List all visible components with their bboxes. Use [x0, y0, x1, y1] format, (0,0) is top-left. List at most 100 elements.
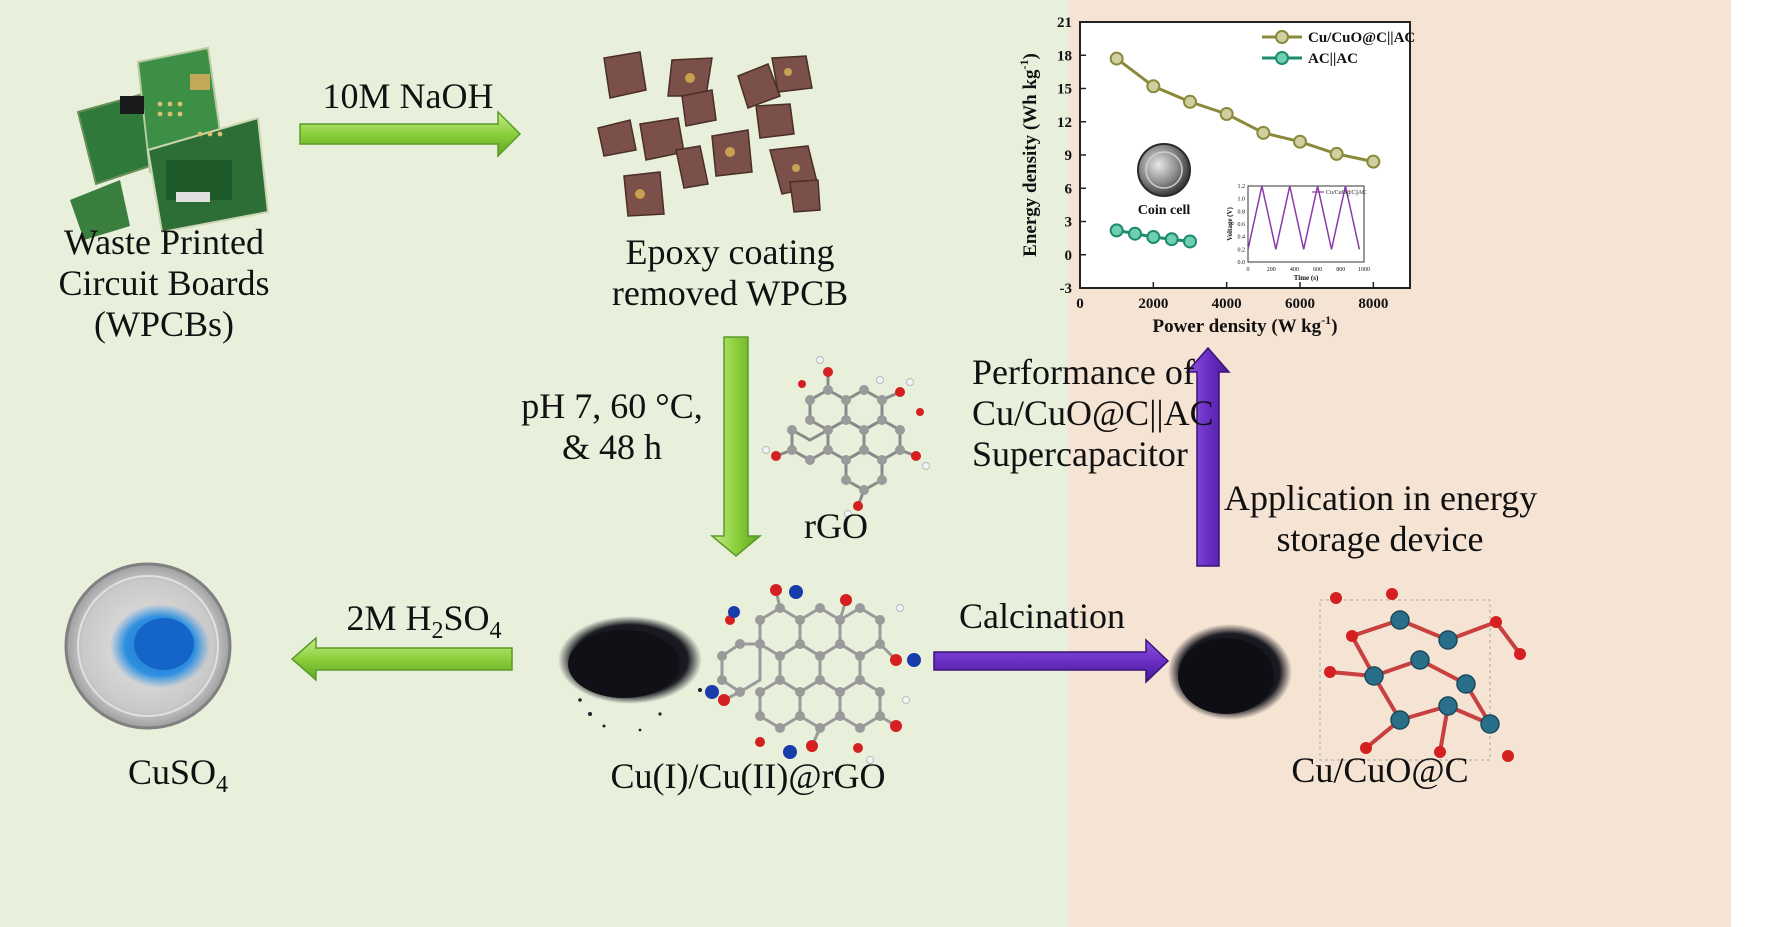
cucuo-powder-image	[1168, 624, 1292, 720]
arrow-calcination	[933, 638, 1170, 684]
legend-marker-1	[1275, 30, 1289, 44]
y-tick-label: -3	[1060, 281, 1073, 297]
series-1-point	[1219, 106, 1234, 121]
series-2-point	[1128, 226, 1142, 241]
inset-x-tick-label: 800	[1336, 267, 1345, 273]
inset-x-label: Time (s)	[1294, 274, 1319, 282]
series-2-point	[1164, 232, 1179, 247]
h2so4-sub2: 4	[489, 618, 502, 645]
inset-y-tick-label: 0.4	[1238, 235, 1246, 241]
inset-plot-area	[1247, 185, 1365, 263]
inset-y-tick-label: 0.8	[1238, 209, 1246, 215]
label-performance: Performance of Cu/CuO@C||AC Supercapacit…	[972, 352, 1214, 475]
series-1-point	[1329, 146, 1344, 161]
label-cuso4: CuSO4	[108, 752, 248, 806]
inset-x-tick-label: 0	[1247, 267, 1250, 273]
series-1-point	[1293, 134, 1307, 149]
x-tick-label: 0	[1076, 296, 1084, 312]
coin-cell-rim	[1145, 151, 1183, 189]
rgo-molecule-image	[762, 356, 930, 518]
label-conditions-line1: pH 7, 60 °C,	[521, 386, 703, 426]
inset-y-tick-label: 1.0	[1238, 197, 1246, 203]
inset-y-tick-label: 0.6	[1238, 222, 1246, 228]
y-tick-label: 3	[1065, 215, 1073, 231]
label-wpcb-line3: (WPCBs)	[93, 304, 234, 344]
label-rgo: rGO	[804, 506, 868, 546]
inset-y-label: Voltage (V)	[1226, 206, 1234, 240]
label-conditions: pH 7, 60 °C, & 48 h	[512, 386, 712, 468]
y-tick-label: 6	[1065, 181, 1073, 197]
inset-x-tick-label: 200	[1267, 267, 1276, 273]
inset-gcd-line	[1247, 185, 1361, 250]
label-calcination: Calcination	[959, 596, 1125, 636]
label-conditions-line2: & 48 h	[561, 427, 662, 467]
label-application-line1: Application in energy	[1224, 478, 1538, 518]
arrow-naoh	[299, 110, 522, 158]
inset-x-tick-label: 600	[1313, 267, 1322, 273]
label-application: Application in energy storage device	[1224, 478, 1538, 560]
y-tick-label: 12	[1057, 115, 1072, 131]
cuso4-sub: 4	[216, 772, 229, 799]
arrow-reduction	[709, 336, 763, 557]
right-margin	[1731, 0, 1772, 927]
y-tick-label: 21	[1057, 15, 1072, 31]
legend-label-2: AC||AC	[1308, 51, 1358, 67]
h2so4-mid: SO	[443, 598, 490, 638]
x-axis-label: Power density (W kg-1)	[1152, 313, 1337, 337]
label-epoxy-removed: Epoxy coating removed WPCB	[600, 232, 860, 314]
cuso4-dish-image	[64, 562, 232, 730]
label-performance-line1: Performance of	[972, 352, 1195, 392]
coin-cell-label: Coin cell	[1138, 203, 1191, 218]
inset-y-tick-label: 0.2	[1238, 247, 1246, 253]
y-tick-label: 9	[1065, 148, 1073, 164]
cu-rgo-powder-image	[558, 616, 702, 732]
y-axis-label: Energy density (Wh kg-1)	[1017, 53, 1041, 257]
epoxy-removed-pieces-image	[597, 51, 821, 217]
h2so4-pre: 2M H	[346, 598, 432, 638]
inset-legend-label: Cu/CuO@C||AC	[1326, 190, 1366, 196]
cuso4-pre: CuSO	[127, 752, 217, 792]
legend-label-1: Cu/CuO@C||AC	[1308, 30, 1415, 46]
inset-y-tick-label: 0.0	[1238, 260, 1246, 266]
y-tick-label: 15	[1057, 82, 1072, 98]
y-tick-label: 0	[1065, 248, 1073, 264]
y-tick-label: 18	[1057, 48, 1072, 64]
x-tick-label: 2000	[1138, 296, 1168, 312]
arrow-application	[1185, 346, 1231, 567]
label-epoxy-line1: Epoxy coating	[625, 232, 835, 272]
series-1-point	[1256, 125, 1271, 140]
series-1-point	[1366, 154, 1381, 169]
label-cucuo: Cu/CuO@C	[1291, 750, 1469, 790]
label-epoxy-line2: removed WPCB	[611, 273, 849, 313]
label-wpcb: Waste Printed Circuit Boards (WPCBs)	[40, 222, 288, 345]
inset-y-tick-label: 1.2	[1238, 184, 1246, 190]
arrow-h2so4	[290, 636, 513, 682]
label-performance-line2: Cu/CuO@C||AC	[972, 393, 1214, 433]
pcb-boards-image	[70, 46, 270, 240]
label-wpcb-line2: Circuit Boards	[58, 263, 270, 303]
h2so4-sub1: 2	[431, 618, 444, 645]
series-1-point	[1146, 79, 1161, 94]
series-1-point	[1183, 94, 1197, 109]
label-wpcb-line1: Waste Printed	[63, 222, 265, 262]
x-tick-label: 8000	[1358, 296, 1388, 312]
inset-x-tick-label: 1000	[1358, 267, 1370, 273]
series-2-point	[1183, 234, 1197, 249]
series-1-point	[1109, 51, 1124, 66]
cu-rgo-molecule-image	[705, 584, 921, 764]
label-cu-rgo: Cu(I)/Cu(II)@rGO	[610, 756, 886, 796]
x-tick-label: 6000	[1285, 296, 1315, 312]
label-application-line2: storage device	[1276, 519, 1484, 559]
label-h2so4: 2M H2SO4	[334, 598, 514, 652]
inset-x-tick-label: 400	[1290, 267, 1299, 273]
label-naoh: 10M NaOH	[322, 76, 494, 116]
legend-marker-2	[1275, 51, 1289, 65]
x-tick-label: 4000	[1212, 296, 1242, 312]
cuo-crystal-structure-image	[1319, 588, 1526, 762]
label-performance-line3: Supercapacitor	[972, 434, 1188, 474]
series-2-point	[1109, 223, 1124, 238]
series-2-point	[1146, 230, 1161, 245]
